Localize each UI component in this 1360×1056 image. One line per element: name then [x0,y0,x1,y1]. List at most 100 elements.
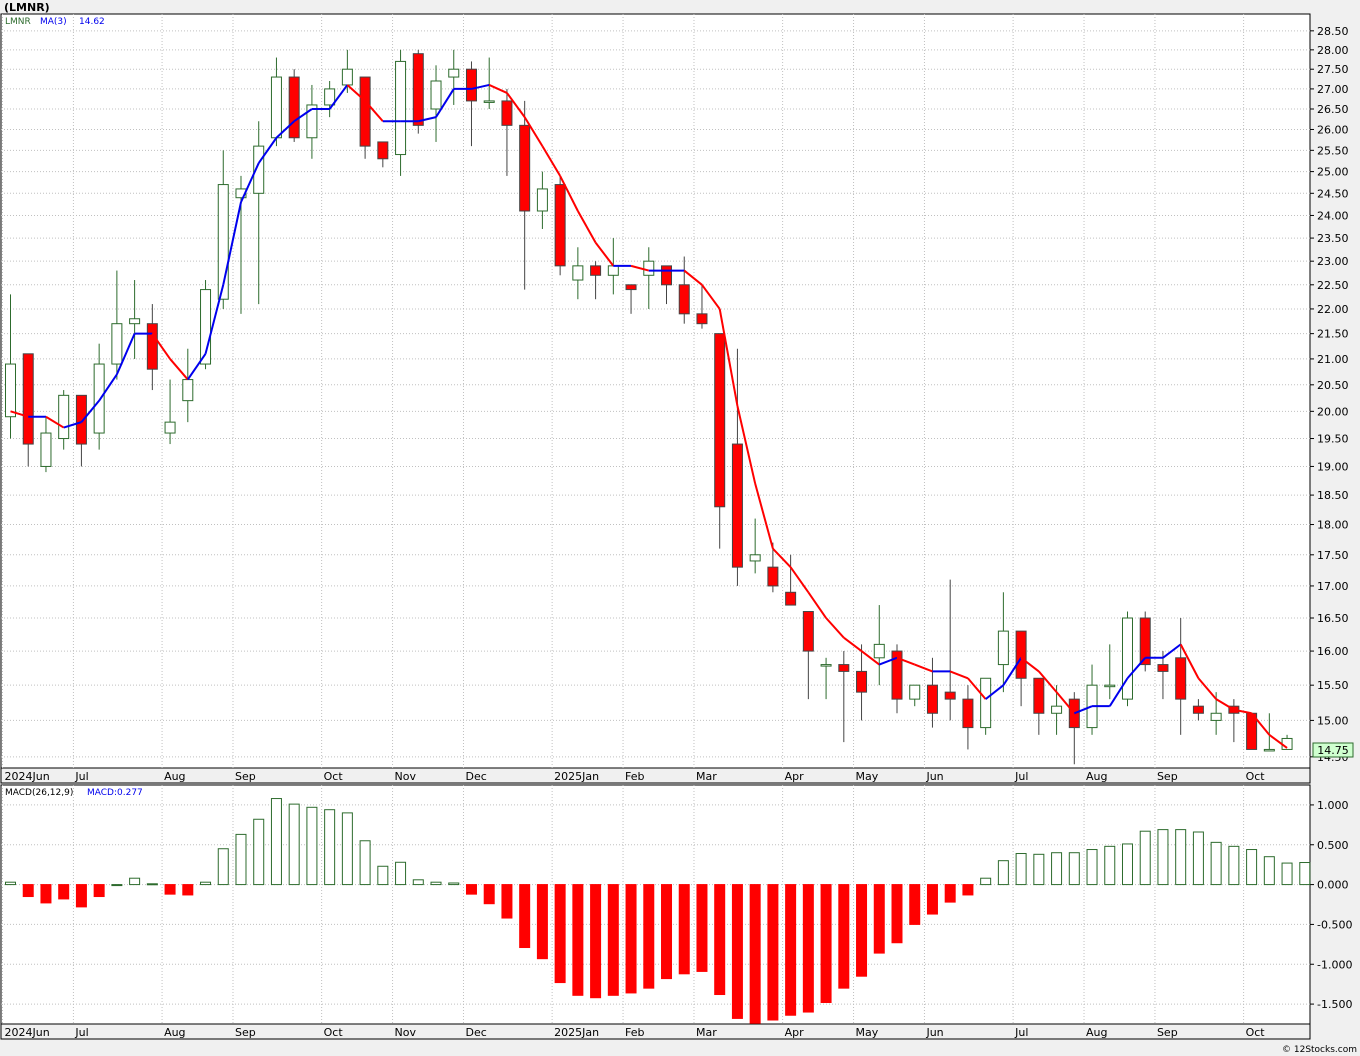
candle-body-down [501,100,513,126]
macd-bar-negative [909,884,921,925]
legend-symbol: LMNR [5,17,31,27]
candle-body-up [253,145,265,194]
candle-body-down [146,323,158,370]
ma-segment [736,405,757,484]
macd-panel [0,784,1311,1025]
date-label: Feb [625,1026,644,1039]
candle-body-up [217,184,229,300]
macd-bar-negative [944,884,956,903]
macd-bar-negative [678,884,690,975]
price-tick-label: 16.50 [1317,612,1349,625]
credit-text: © 12Stocks.com [1282,1045,1357,1055]
ma-segment [772,547,792,568]
macd-bar-positive [1192,831,1204,886]
ma-segment [985,684,1004,700]
macd-bar-negative [856,884,868,977]
macd-bar-negative [483,884,495,905]
macd-bar-positive [997,860,1009,886]
grid-lines [1,14,1310,1024]
ma-segment [914,663,933,673]
ma-segment [98,373,118,402]
candle-body-down [714,333,726,508]
date-label: 2025Jan [554,1026,599,1039]
date-strip-top [0,767,1311,784]
candle-body-down [1068,698,1080,729]
price-tick-label: 22.00 [1317,303,1349,316]
candle-body-up [182,379,194,402]
ma-segment [1108,677,1129,707]
ma-segment [1002,657,1022,686]
ma-segment [471,83,490,90]
date-label: Nov [395,1026,417,1039]
candle-body-down [288,76,300,139]
candle-body-up [1104,684,1116,688]
candle-body-down [1033,677,1045,714]
date-label: Apr [785,1026,805,1039]
ma-segment [10,410,29,418]
ma-segment [807,591,827,619]
macd-bar-negative [465,884,477,895]
macd-tick-label: -1.500 [1317,998,1352,1011]
macd-bar-negative [749,884,761,1024]
macd-axis: 1.000 0.500 0.000 -0.500 -1.000 -1.500 [1310,799,1352,1011]
macd-bar-positive [1210,841,1222,886]
macd-bar-positive [253,818,265,886]
macd-bar-positive [129,877,141,886]
ma-segment [1038,670,1058,693]
date-label: Jul [74,770,88,783]
macd-bar-positive [324,809,336,886]
price-tick-label: 17.50 [1317,549,1349,562]
ma-segment [860,650,880,666]
macd-bar-positive [430,881,442,886]
date-label: Jul [1014,1026,1028,1039]
ma-segment [630,264,650,272]
macd-legend-label: MACD(26,12,9) [5,788,73,798]
candle-body-up [820,664,832,667]
macd-bar-negative [820,884,832,1003]
macd-tick-label: 0.000 [1317,879,1349,892]
price-tick-label: 24.00 [1317,209,1349,222]
candle-body-up [395,60,407,156]
date-label: Aug [164,770,185,783]
ma-segment [576,210,597,244]
price-tick-label: 24.50 [1317,187,1349,200]
candle-body-up [5,363,16,418]
date-label: 2025Jan [554,770,599,783]
ma-segment [541,145,561,177]
macd-bar-positive [1299,862,1311,886]
macd-bar-positive [146,883,158,886]
legend-ma-value: 14.62 [79,17,105,27]
ma-segment [1073,705,1093,715]
ma-segment [1126,657,1146,679]
macd-bar-positive [1104,845,1116,886]
candle-body-down [962,698,974,729]
date-label: May [856,1026,879,1039]
ma-segment [257,137,278,164]
candle-body-down [465,68,477,102]
macd-bar-positive [359,840,371,886]
ma-segment [878,656,898,666]
date-label: Jul [1014,770,1028,783]
ma-segment [1179,643,1200,679]
candle-body-down [1192,705,1204,714]
candle-body-up [430,80,442,110]
macd-bar-positive [412,879,424,886]
macd-bar-positive [306,806,318,886]
macd-bar-positive [1263,856,1275,886]
price-tick-label: 19.50 [1317,433,1349,446]
ma-segment [435,88,455,118]
candle-body-up [483,100,495,103]
candle-body-down [1157,664,1169,672]
price-panel [0,13,1311,769]
price-tick-label: 23.50 [1317,232,1349,245]
candle-body-up [1263,748,1275,752]
macd-bar-negative [40,884,52,904]
macd-bar-negative [873,884,885,954]
candle-body-down [678,284,690,315]
candle-body-up [873,643,885,659]
candlestick-series [5,49,1293,765]
price-tick-label: 15.50 [1317,679,1349,692]
date-label: Aug [164,1026,185,1039]
candle-body-down [731,443,743,568]
date-label: Feb [625,770,644,783]
